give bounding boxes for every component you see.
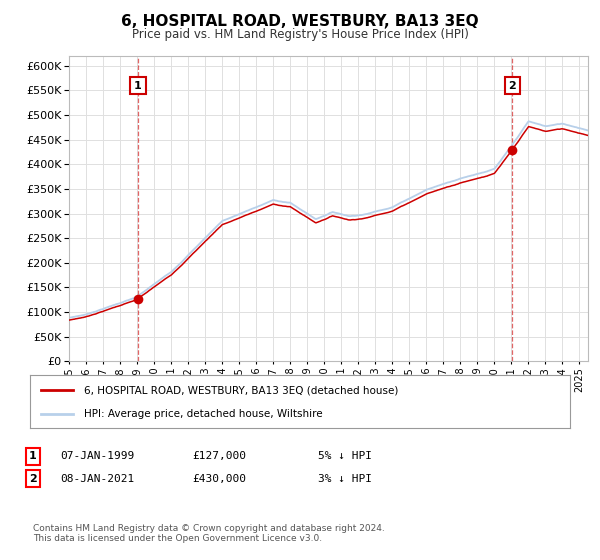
- Text: 1: 1: [29, 451, 37, 461]
- Text: 08-JAN-2021: 08-JAN-2021: [60, 474, 134, 484]
- Text: 2: 2: [29, 474, 37, 484]
- Text: 6, HOSPITAL ROAD, WESTBURY, BA13 3EQ (detached house): 6, HOSPITAL ROAD, WESTBURY, BA13 3EQ (de…: [84, 385, 398, 395]
- Text: £127,000: £127,000: [192, 451, 246, 461]
- Text: 6, HOSPITAL ROAD, WESTBURY, BA13 3EQ: 6, HOSPITAL ROAD, WESTBURY, BA13 3EQ: [121, 14, 479, 29]
- Text: £430,000: £430,000: [192, 474, 246, 484]
- Text: 07-JAN-1999: 07-JAN-1999: [60, 451, 134, 461]
- Text: 2: 2: [508, 81, 516, 91]
- Text: 5% ↓ HPI: 5% ↓ HPI: [318, 451, 372, 461]
- Text: 3% ↓ HPI: 3% ↓ HPI: [318, 474, 372, 484]
- Text: Contains HM Land Registry data © Crown copyright and database right 2024.
This d: Contains HM Land Registry data © Crown c…: [33, 524, 385, 543]
- Text: 1: 1: [134, 81, 142, 91]
- Text: Price paid vs. HM Land Registry's House Price Index (HPI): Price paid vs. HM Land Registry's House …: [131, 28, 469, 41]
- Text: HPI: Average price, detached house, Wiltshire: HPI: Average price, detached house, Wilt…: [84, 408, 323, 418]
